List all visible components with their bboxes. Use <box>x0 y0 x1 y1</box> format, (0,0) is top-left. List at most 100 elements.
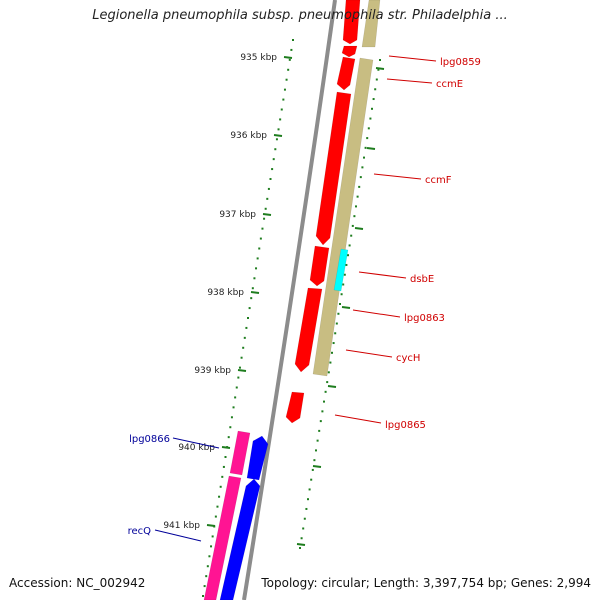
gene-feature <box>294 287 323 373</box>
outer-tick-mark <box>366 147 376 150</box>
scale-tick-mark <box>283 56 293 59</box>
inner-scale-dot <box>274 148 277 151</box>
inner-scale-dot <box>245 326 248 329</box>
outer-scale-dot <box>332 342 335 345</box>
inner-scale-dot <box>269 178 272 180</box>
gene-feature <box>312 57 374 377</box>
outer-scale-dot <box>379 59 381 61</box>
scale-tick-label: 937 kbp <box>219 210 256 220</box>
scale-tick-mark <box>273 134 283 137</box>
gene-label: cycH <box>396 353 420 364</box>
inner-scale-dot <box>208 555 211 558</box>
outer-scale-dot <box>315 449 317 452</box>
gene-feature <box>333 248 349 292</box>
outer-scale-dot <box>335 322 338 325</box>
inner-scale-dot <box>218 495 221 498</box>
scale-tick-mark <box>237 369 247 372</box>
outer-scale-dot <box>321 410 324 413</box>
outer-scale-dot <box>316 439 319 442</box>
outer-scale-dot <box>358 185 361 188</box>
gene-labels: lpg0859 ccmE ccmF dsbE lpg0863 cycH lpg0865 lpg… <box>128 55 481 542</box>
outer-scale-dot <box>372 98 375 101</box>
outer-scale-dot <box>324 390 327 393</box>
outer-scale-dot <box>345 263 348 266</box>
backbone-arc <box>242 0 337 600</box>
gene-feature <box>219 478 261 600</box>
inner-scale-dot <box>206 565 209 568</box>
inner-scale-dot <box>203 585 206 588</box>
inner-scale-dot <box>285 78 288 81</box>
scale-tick-mark <box>250 291 260 294</box>
scale-tick-label: 940 kbp <box>178 443 215 453</box>
outer-scale-dot <box>348 244 351 247</box>
genome-summary: Topology: circular; Length: 3,397,754 bp… <box>261 576 591 590</box>
inner-scale-dot <box>240 356 243 359</box>
inner-scale-dot <box>224 456 227 458</box>
gene-label: dsbE <box>410 274 434 285</box>
outer-scale-dot <box>300 537 303 540</box>
inner-scale-dot <box>280 108 283 111</box>
outer-scale-dot <box>334 332 337 335</box>
inner-scale-dot <box>230 416 233 419</box>
inner-scale-dot <box>219 485 222 488</box>
gene-feature <box>341 45 358 58</box>
gene-feature <box>361 0 381 48</box>
inner-scale-dot <box>202 595 204 597</box>
inner-scale-dot <box>214 515 217 518</box>
scale-tick-mark <box>221 446 231 449</box>
inner-scale-dot <box>232 406 235 409</box>
inner-scale-dot <box>277 128 280 131</box>
gene-feature <box>246 435 269 481</box>
gene-feature <box>309 245 330 287</box>
outer-scale-dot <box>351 224 354 227</box>
gene-label-leader <box>172 437 220 449</box>
inner-scale-dot <box>243 336 246 339</box>
outer-scale-dot <box>374 88 377 91</box>
inner-scale-dot <box>222 465 225 468</box>
gene-feature <box>285 391 305 424</box>
gene-label: recQ <box>128 526 152 537</box>
scale-tick-label: 935 kbp <box>240 53 277 63</box>
gene-feature <box>342 0 361 45</box>
inner-scale-dot <box>210 545 213 548</box>
outer-scale-dot <box>369 117 372 120</box>
inner-scale-dot <box>264 207 267 210</box>
inner-scale-dot <box>242 346 245 349</box>
inner-scale-dot <box>287 68 290 71</box>
outer-scale-dot <box>355 205 357 208</box>
outer-scale-dot <box>367 127 370 130</box>
outer-scale-dot <box>337 312 340 315</box>
scale-ticks: 935 kbp 936 kbp 937 kbp 938 kbp 939 kbp 940 k… <box>163 53 385 546</box>
inner-scale-dot <box>258 247 261 250</box>
gene-label: lpg0863 <box>404 313 445 324</box>
inner-scale-dot <box>248 307 251 310</box>
outer-scale-dot <box>307 498 309 501</box>
inner-scale-dot <box>247 317 249 319</box>
outer-scale-dot <box>342 283 345 286</box>
inner-scale-dot <box>216 505 219 508</box>
outer-scale-dot <box>377 68 380 71</box>
scale-tick-label: 939 kbp <box>194 366 231 376</box>
outer-scale-dot <box>326 381 329 384</box>
outer-scale-dot <box>313 459 316 462</box>
gene-label-leader <box>334 414 382 424</box>
inner-scale-dot <box>235 386 238 389</box>
outer-scale-dot <box>356 195 359 198</box>
outer-scale-dot <box>310 478 313 481</box>
gene-label: lpg0866 <box>129 434 170 445</box>
inner-scale-dot <box>261 227 264 230</box>
outer-scale-dot <box>331 351 333 354</box>
gene-label: ccmE <box>436 79 463 90</box>
inner-scale-dot <box>237 376 240 379</box>
inner-scale-dot <box>253 277 256 280</box>
outer-scale-dot <box>350 234 353 237</box>
inner-scale-dot <box>255 267 258 270</box>
outer-scale-dot <box>303 517 306 520</box>
backbone <box>242 0 337 600</box>
inner-scale-dot <box>267 187 270 190</box>
inner-scale-dot <box>292 39 294 41</box>
outer-scale-dot <box>308 488 311 491</box>
outer-scale-dot <box>364 146 367 149</box>
